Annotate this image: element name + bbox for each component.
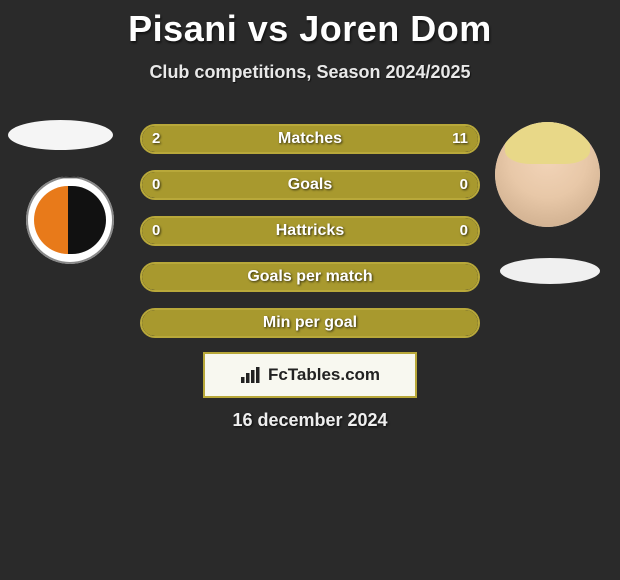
stat-row: 00Goals — [140, 170, 480, 200]
stat-row: Goals per match — [140, 262, 480, 292]
page-title: Pisani vs Joren Dom — [0, 0, 620, 50]
subtitle: Club competitions, Season 2024/2025 — [0, 62, 620, 83]
crown-icon — [57, 176, 83, 180]
player-left-club-badge — [26, 176, 114, 264]
stat-row: 00Hattricks — [140, 216, 480, 246]
stat-row: 211Matches — [140, 124, 480, 154]
player-right-club-placeholder — [500, 258, 600, 284]
date-text: 16 december 2024 — [0, 410, 620, 431]
player-right-avatar — [495, 122, 600, 227]
stat-label: Matches — [142, 126, 478, 152]
stat-row: Min per goal — [140, 308, 480, 338]
player-left-avatar-placeholder — [8, 120, 113, 150]
stat-label: Goals per match — [142, 264, 478, 290]
stat-label: Goals — [142, 172, 478, 198]
stat-label: Hattricks — [142, 218, 478, 244]
stats-container: 211Matches 00Goals 00Hattricks Goals per ma… — [140, 124, 480, 354]
stat-label: Min per goal — [142, 310, 478, 336]
brand-box[interactable]: FcTables.com — [203, 352, 417, 398]
bar-chart-icon — [240, 366, 262, 384]
brand-text: FcTables.com — [268, 365, 380, 385]
